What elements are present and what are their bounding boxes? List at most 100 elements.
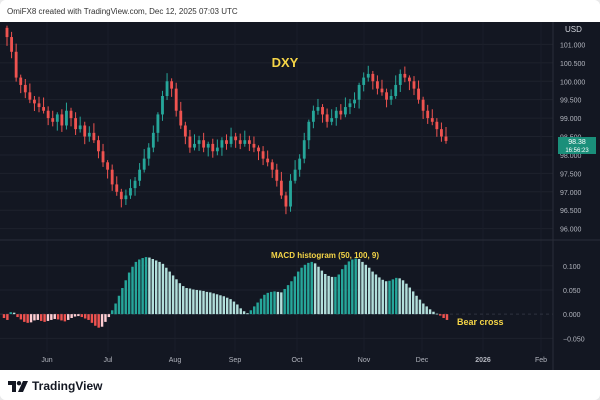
macd-bar bbox=[29, 314, 33, 323]
macd-bar bbox=[26, 314, 29, 323]
price-tick-label: 97.500 bbox=[560, 171, 582, 178]
currency-label: USD bbox=[565, 25, 582, 34]
candle-body bbox=[101, 151, 105, 163]
macd-bar bbox=[154, 260, 158, 315]
candle-body bbox=[188, 136, 192, 148]
tradingview-logo[interactable]: TradingView bbox=[8, 379, 102, 393]
macd-bar bbox=[148, 257, 151, 315]
macd-bar bbox=[246, 313, 249, 315]
last-price-value: 98.38 bbox=[568, 139, 586, 146]
candle-body bbox=[147, 147, 151, 159]
macd-bar bbox=[225, 297, 229, 315]
macd-bar bbox=[280, 292, 283, 315]
candle-body bbox=[279, 180, 283, 196]
candle-body bbox=[307, 121, 311, 141]
macd-bar bbox=[283, 288, 286, 315]
last-price-tag-bg bbox=[558, 137, 596, 154]
macd-bar bbox=[107, 314, 111, 318]
macd-bar bbox=[80, 314, 83, 318]
macd-bar bbox=[364, 264, 368, 315]
candle-body bbox=[375, 81, 379, 89]
candle-body bbox=[334, 110, 338, 119]
macd-bar bbox=[131, 266, 134, 315]
macd-bar bbox=[209, 292, 212, 315]
macd-bar bbox=[117, 295, 121, 315]
price-tick-label: 99.500 bbox=[560, 98, 582, 105]
macd-bar bbox=[192, 289, 195, 315]
macd-bar bbox=[185, 288, 188, 315]
macd-bar bbox=[401, 280, 405, 315]
tradingview-logo-text: TradingView bbox=[32, 379, 103, 393]
macd-bar bbox=[307, 262, 310, 315]
macd-bar bbox=[46, 314, 50, 321]
candle-body bbox=[343, 107, 347, 115]
candle-body bbox=[138, 169, 142, 181]
time-tick-label: 2026 bbox=[475, 357, 491, 364]
tradingview-logo-icon bbox=[8, 380, 28, 392]
candle-body bbox=[407, 77, 411, 82]
candle-body bbox=[321, 107, 324, 115]
macd-bar bbox=[327, 275, 330, 315]
price-tick-label: 100.500 bbox=[560, 61, 585, 68]
candle-body bbox=[371, 73, 375, 82]
candle-body bbox=[284, 195, 288, 207]
candle-body bbox=[133, 180, 137, 189]
price-grid bbox=[0, 22, 553, 352]
macd-bar bbox=[374, 274, 378, 315]
macd-bar bbox=[303, 264, 307, 315]
macd-bar bbox=[357, 258, 361, 315]
candle-body bbox=[270, 162, 274, 170]
macd-bar bbox=[202, 290, 205, 315]
candle-body bbox=[46, 110, 50, 119]
time-tick-label: Sep bbox=[229, 357, 242, 364]
macd-bar bbox=[161, 263, 165, 315]
candle-body bbox=[225, 140, 228, 144]
macd-bar bbox=[90, 314, 94, 323]
macd-bar bbox=[144, 257, 148, 315]
candle-body bbox=[412, 81, 416, 89]
macd-bar bbox=[2, 314, 6, 319]
macd-bar bbox=[39, 314, 43, 321]
candle-body bbox=[247, 140, 251, 144]
candle-body bbox=[389, 96, 393, 100]
macd-bar bbox=[256, 302, 259, 315]
macd-bar bbox=[395, 277, 398, 315]
macd-bar bbox=[415, 295, 418, 315]
macd-bar bbox=[249, 310, 253, 315]
macd-bar bbox=[388, 280, 391, 315]
candle-body bbox=[174, 88, 178, 111]
candle-body bbox=[179, 110, 183, 126]
candle-body bbox=[293, 169, 297, 181]
macd-bar bbox=[16, 314, 19, 318]
macd-bar bbox=[317, 266, 320, 315]
macd-bar bbox=[236, 304, 239, 315]
macd-bar bbox=[405, 283, 408, 315]
price-tick-label: 97.000 bbox=[560, 190, 582, 197]
macd-bar bbox=[165, 267, 168, 315]
macd-bar bbox=[182, 286, 185, 315]
macd-bar bbox=[269, 291, 273, 315]
macd-bar bbox=[259, 298, 263, 315]
candle-body bbox=[211, 143, 215, 152]
footer-bar: TradingView bbox=[0, 370, 600, 400]
candle-body bbox=[380, 88, 384, 93]
macd-bar bbox=[33, 314, 36, 321]
macd-bar bbox=[151, 258, 155, 315]
macd-bar bbox=[138, 259, 141, 315]
candle-body bbox=[33, 99, 36, 104]
time-tick-label: Oct bbox=[292, 357, 303, 364]
candle-body bbox=[298, 158, 302, 170]
macd-bar bbox=[19, 314, 23, 320]
macd-bar bbox=[171, 275, 175, 315]
macd-bar bbox=[87, 314, 90, 320]
macd-bar bbox=[398, 278, 401, 315]
candle-body bbox=[206, 143, 210, 148]
macd-bar bbox=[286, 285, 290, 315]
candle-body bbox=[385, 92, 388, 100]
candle-body bbox=[161, 96, 164, 115]
time-tick-label: Jun bbox=[41, 357, 52, 364]
macd-bar bbox=[188, 288, 192, 315]
candle-body bbox=[238, 140, 242, 144]
candle-body bbox=[156, 114, 160, 133]
macd-bar bbox=[344, 264, 347, 315]
